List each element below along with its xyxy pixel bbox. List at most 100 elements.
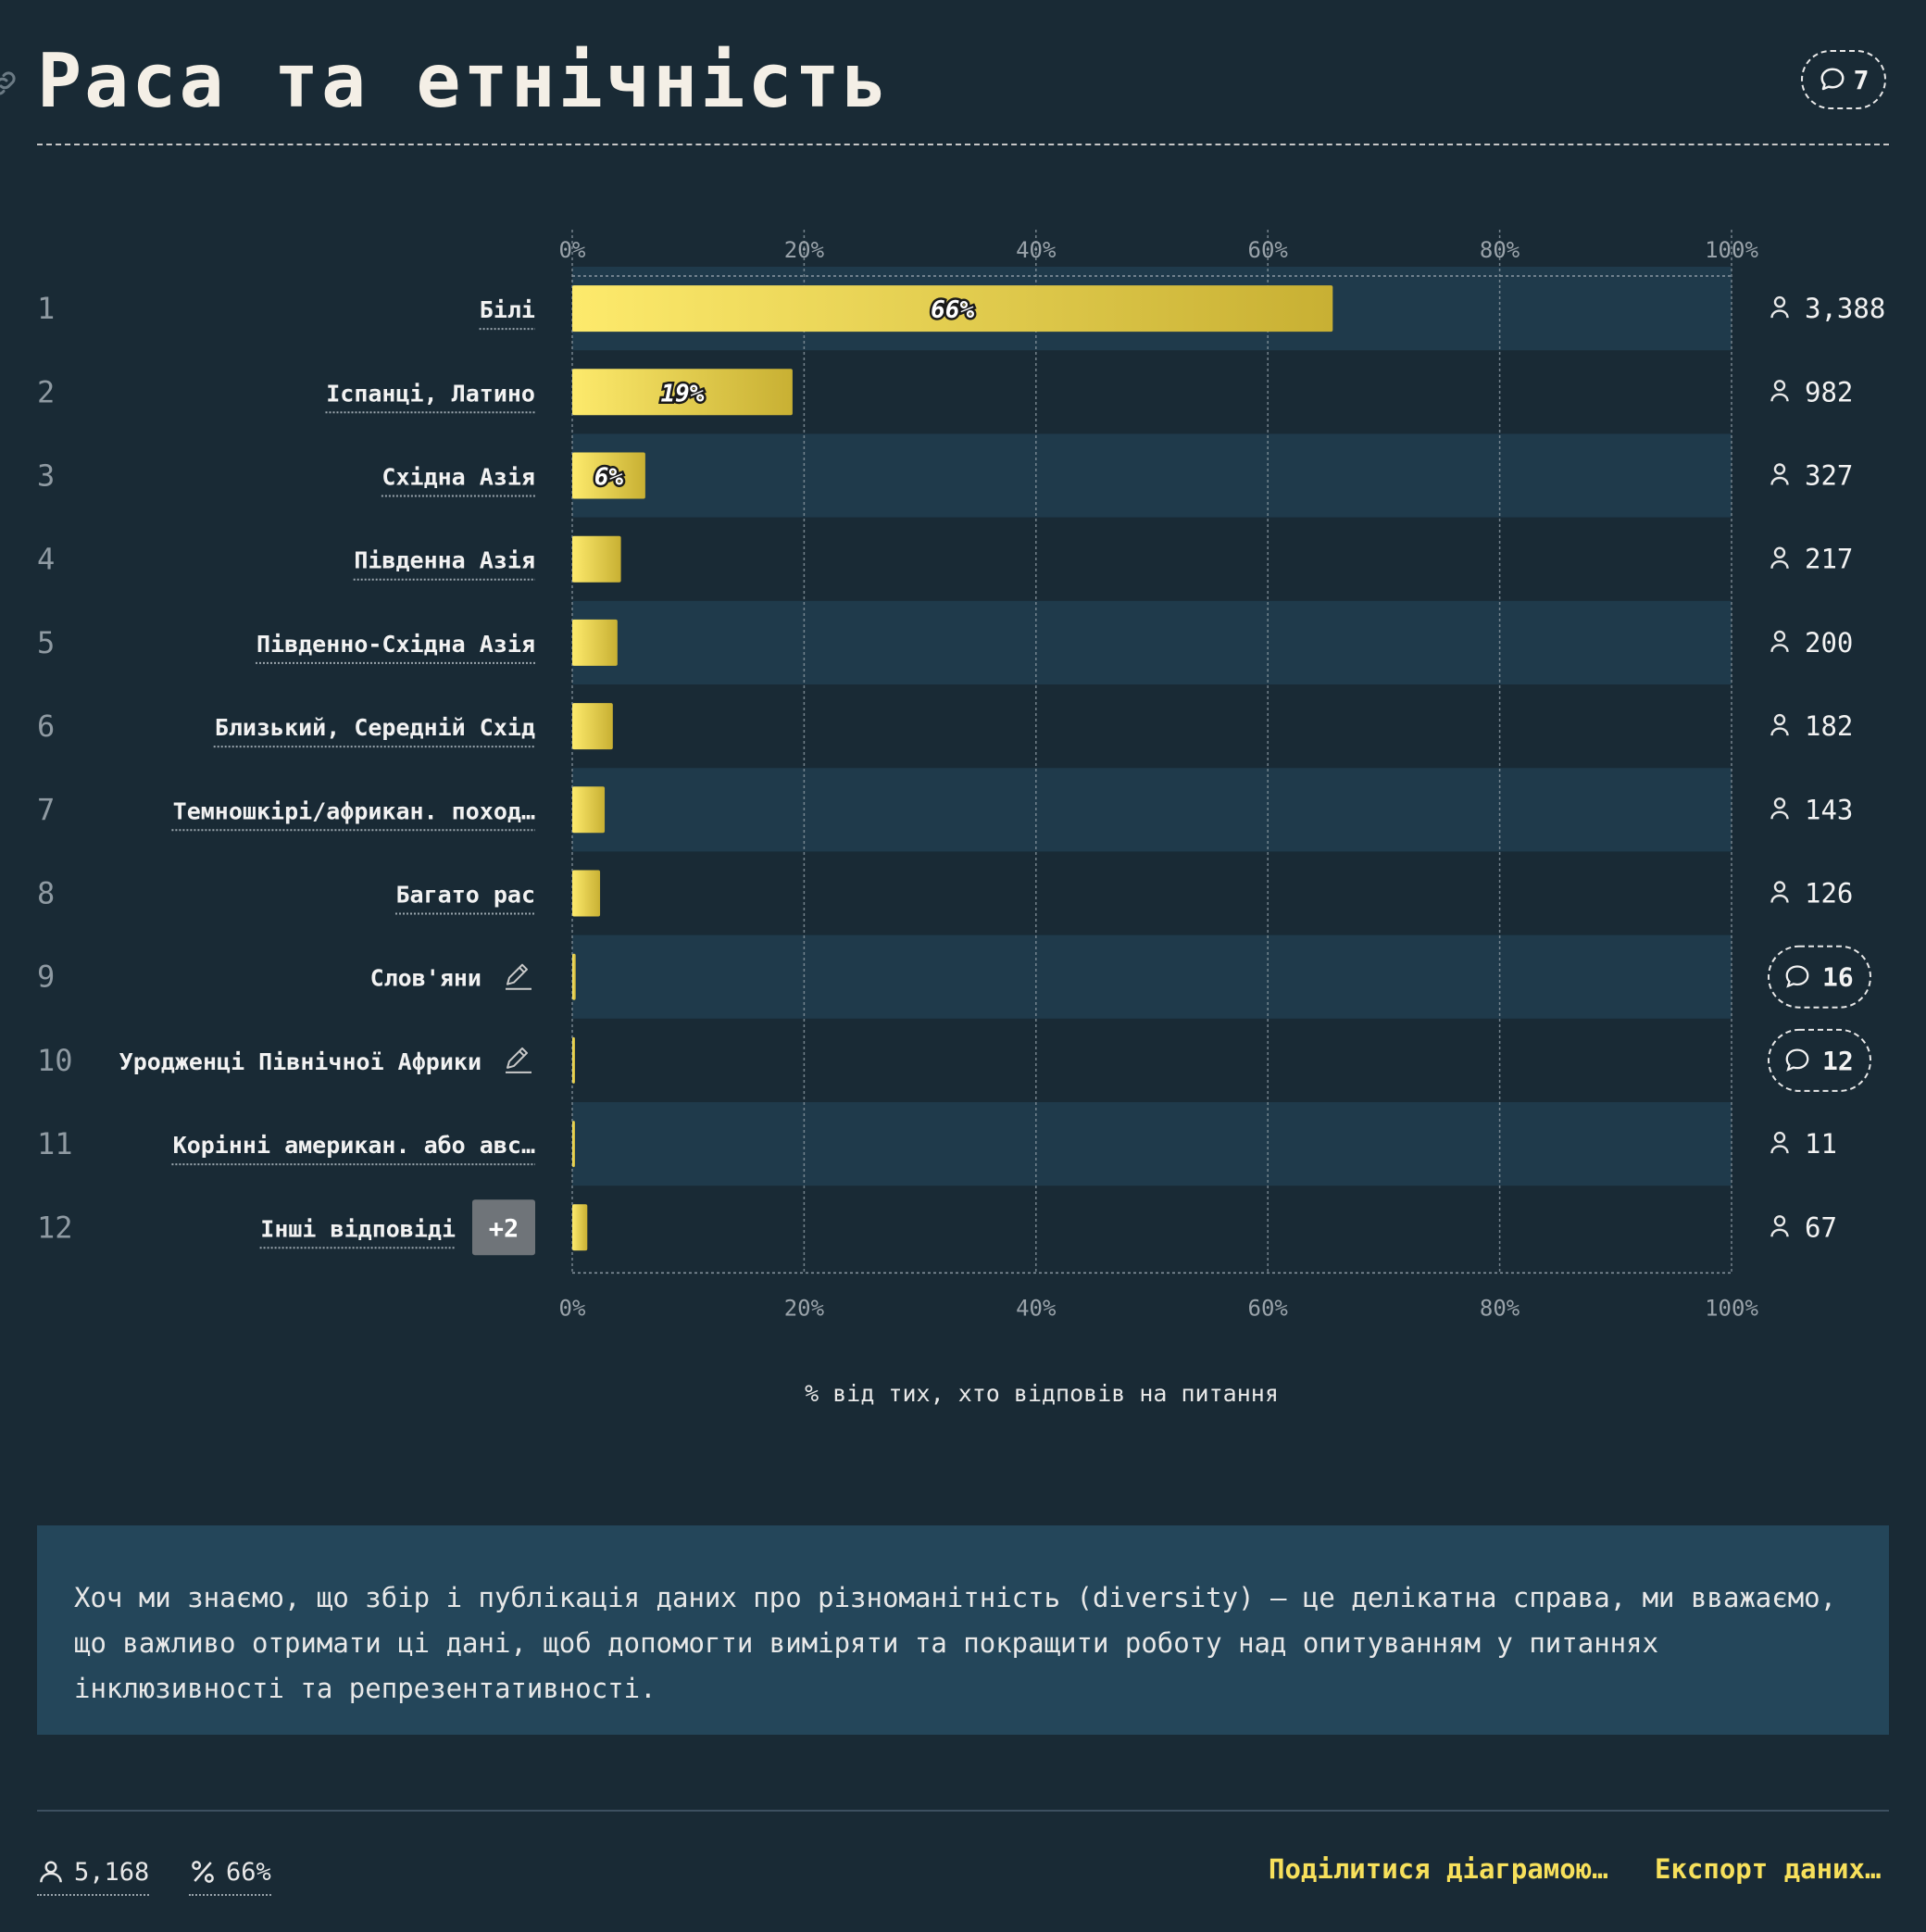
chart-row: 3 Східна Азія 6% 327	[37, 452, 1853, 499]
percent-value: 66%	[226, 1857, 271, 1887]
user-icon-body	[1770, 476, 1789, 485]
row-comments-button[interactable]: 12	[1768, 1028, 1871, 1092]
x-tick-label: 80%	[1480, 1295, 1520, 1321]
user-icon-body	[1770, 644, 1789, 653]
comment-pill	[1768, 945, 1871, 1009]
bar	[572, 452, 645, 499]
row-rank: 6	[37, 709, 55, 744]
row-rank: 5	[37, 625, 55, 660]
user-icon-head	[1773, 546, 1786, 558]
share-chart-link[interactable]: Поділитися діаграмою…	[1269, 1853, 1608, 1885]
diversity-note-text: Хоч ми знаємо, що збір і публікація дани…	[74, 1582, 1837, 1704]
x-tick-label: 100%	[1705, 237, 1758, 263]
user-icon	[1770, 713, 1789, 736]
title-comments-button[interactable]: 7	[1801, 50, 1886, 109]
user-icon-body	[1770, 727, 1789, 736]
user-icon	[40, 1861, 62, 1883]
user-icon-body	[1770, 393, 1789, 402]
respondent-count: 182	[1805, 710, 1853, 742]
x-tick-label: 100%	[1705, 1295, 1758, 1321]
category-label: Білі	[480, 296, 535, 323]
user-icon	[1770, 1131, 1789, 1154]
respondent-count: 327	[1805, 460, 1853, 492]
row-rank: 11	[37, 1126, 73, 1161]
chart-row: 7 Темношкірі/африкан. поход… 143	[37, 786, 1853, 834]
row-rank: 12	[37, 1210, 73, 1245]
row-band	[572, 600, 1732, 684]
bar	[572, 369, 793, 416]
category-label: Близький, Середній Схід	[215, 714, 535, 741]
bar	[572, 1036, 575, 1084]
percent-stat[interactable]: 66%	[189, 1853, 271, 1896]
row-band	[572, 1102, 1732, 1186]
row-rank: 4	[37, 542, 55, 577]
x-tick-label: 0%	[559, 237, 586, 263]
row-bands	[572, 267, 1732, 1186]
user-icon-head	[1773, 1131, 1786, 1144]
chart-row: 10 Уродженці Північної Африки 12	[37, 1028, 1871, 1092]
respondent-count: 217	[1805, 544, 1853, 575]
comment-icon	[1785, 1048, 1809, 1072]
category-label: Темношкірі/африкан. поход…	[173, 797, 535, 824]
category-label: Корінні американ. або авс…	[173, 1132, 535, 1159]
title-comments-count: 7	[1853, 64, 1870, 95]
row-band	[572, 433, 1732, 518]
pencil-stroke	[507, 963, 528, 985]
category-label: Південна Азія	[354, 547, 535, 574]
diversity-note: Хоч ми знаємо, що збір і публікація дани…	[37, 1525, 1889, 1735]
respondent-count: 126	[1805, 878, 1853, 910]
chart-row: 12 Інші відповіді +2 67	[37, 1199, 1837, 1256]
x-tick-label: 40%	[1016, 237, 1057, 263]
pencil-icon	[506, 963, 532, 990]
row-rank: 9	[37, 960, 55, 995]
link-icon[interactable]	[0, 67, 20, 100]
bar	[572, 285, 1333, 332]
category-label: Іспанці, Латино	[326, 380, 535, 407]
user-icon	[1770, 463, 1789, 485]
row-rank: 7	[37, 792, 55, 827]
bar	[572, 1121, 575, 1168]
user-icon-body	[1770, 894, 1789, 903]
category-label: Багато рас	[395, 882, 535, 909]
x-axis-title-text: % від тих, хто відповів на питання	[805, 1380, 1279, 1407]
row-rank: 2	[37, 374, 55, 409]
category-label: Уродженці Північної Африки	[119, 1048, 482, 1075]
x-tick-label: 40%	[1016, 1295, 1057, 1321]
comment-icon	[1785, 965, 1809, 988]
chart-row: 1 Білі 66% 3,388	[37, 285, 1885, 332]
bar	[572, 870, 601, 917]
respondent-count: 11	[1805, 1128, 1837, 1160]
comment-icon-shape	[1785, 1048, 1809, 1072]
x-tick-label: 0%	[559, 1295, 586, 1321]
user-icon	[1770, 797, 1789, 820]
x-axis-top: 0% 20% 40% 60% 80% 100%	[559, 237, 1759, 263]
user-icon-body	[1770, 810, 1789, 820]
chart-row: 11 Корінні американ. або авс… 11	[37, 1121, 1837, 1168]
row-comments-count: 12	[1822, 1046, 1854, 1076]
export-data-link[interactable]: Експорт даних…	[1655, 1853, 1882, 1885]
respondent-count: 143	[1805, 794, 1853, 825]
bar	[572, 953, 576, 1000]
page-title: Раса та етнічність	[37, 38, 890, 124]
respondents-stat[interactable]: 5,168	[37, 1853, 150, 1896]
user-icon	[1770, 1215, 1789, 1237]
chart-row: 6 Близький, Середній Схід 182	[37, 703, 1853, 750]
user-icon	[1770, 380, 1789, 402]
row-comments-button[interactable]: 16	[1768, 945, 1871, 1009]
x-tick-label: 60%	[1248, 237, 1289, 263]
x-tick-label: 20%	[784, 1295, 825, 1321]
x-tick-label: 20%	[784, 237, 825, 263]
comment-icon-shape	[1785, 965, 1809, 988]
bar	[572, 535, 621, 583]
bar	[572, 786, 606, 834]
respondent-count: 3,388	[1805, 293, 1885, 324]
other-answers-badge-text: +2	[489, 1214, 519, 1243]
pencil-stroke	[507, 1047, 528, 1069]
bar-value-label: 66%	[931, 296, 974, 324]
x-axis-title: % від тих, хто відповів на питання	[0, 1380, 1926, 1407]
row-rank: 8	[37, 876, 55, 911]
user-icon-head	[1773, 1215, 1786, 1227]
bar	[572, 1204, 588, 1251]
chart-row: 5 Південно-Східна Азія 200	[37, 619, 1853, 666]
